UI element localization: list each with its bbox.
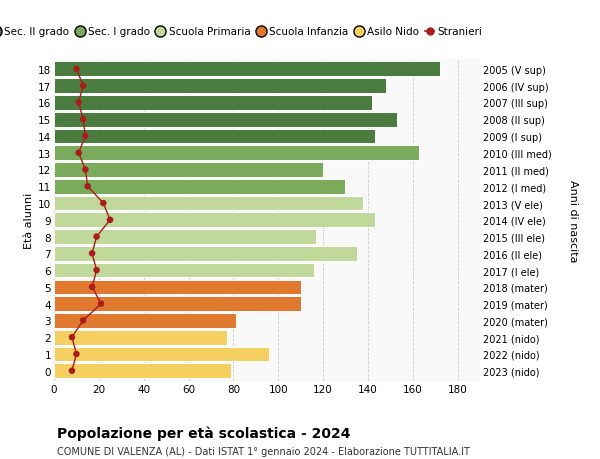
Point [71, 351, 81, 358]
Point [83, 183, 92, 190]
Y-axis label: Anni di nascita: Anni di nascita [568, 179, 578, 262]
Bar [54, 79, 386, 94]
Bar [54, 96, 373, 111]
Bar [54, 213, 374, 228]
Text: COMUNE DI VALENZA (AL) - Dati ISTAT 1° gennaio 2024 - Elaborazione TUTTITALIA.IT: COMUNE DI VALENZA (AL) - Dati ISTAT 1° g… [57, 446, 470, 456]
Point [74, 100, 83, 107]
Point [71, 66, 81, 73]
Point [79, 83, 88, 90]
Point [96, 300, 106, 308]
Point [98, 200, 108, 207]
Bar [54, 196, 364, 211]
Point [92, 267, 101, 274]
Point [88, 284, 97, 291]
Point [79, 317, 88, 325]
Bar [54, 246, 356, 261]
Bar [54, 230, 316, 244]
Bar [54, 330, 227, 345]
Point [88, 250, 97, 257]
Point [80, 167, 90, 174]
Bar [54, 146, 419, 161]
Bar [54, 297, 301, 311]
Text: Popolazione per età scolastica - 2024: Popolazione per età scolastica - 2024 [57, 426, 350, 441]
Y-axis label: Età alunni: Età alunni [24, 192, 34, 248]
Legend: Sec. II grado, Sec. I grado, Scuola Primaria, Scuola Infanzia, Asilo Nido, Stran: Sec. II grado, Sec. I grado, Scuola Prim… [0, 23, 487, 41]
Bar [54, 179, 346, 194]
Bar [54, 129, 374, 144]
Bar [54, 313, 236, 328]
Point [80, 133, 90, 140]
Point [79, 116, 88, 123]
Bar [54, 62, 440, 77]
Bar [54, 112, 397, 127]
Point [67, 334, 77, 341]
Bar [54, 163, 323, 178]
Bar [54, 280, 301, 295]
Point [67, 367, 77, 375]
Point [74, 150, 83, 157]
Bar [54, 347, 269, 362]
Bar [54, 364, 231, 378]
Bar [54, 263, 314, 278]
Point [92, 233, 101, 241]
Point [105, 217, 115, 224]
